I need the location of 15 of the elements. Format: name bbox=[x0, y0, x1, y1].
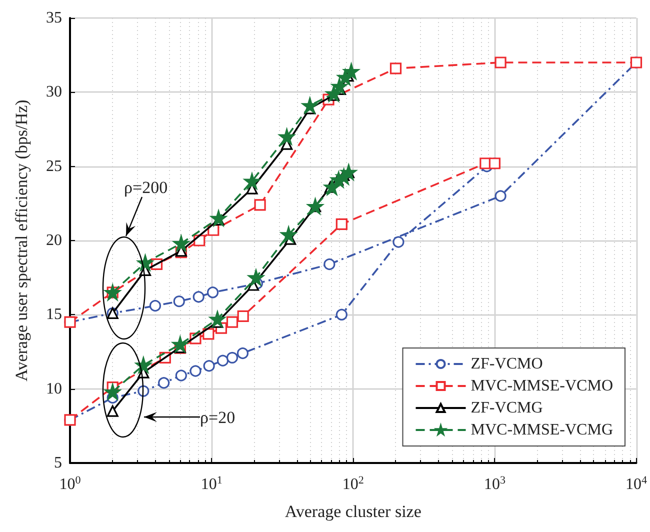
annotation: ρ=200 bbox=[124, 178, 168, 197]
y-tick-label: 30 bbox=[46, 84, 62, 101]
y-tick-label: 20 bbox=[46, 232, 62, 249]
legend-label: MVC-MMSE-VCMG bbox=[470, 422, 614, 438]
y-tick-label: 5 bbox=[54, 454, 62, 472]
y-axis-title: Average user spectral efficiency (bps/Hz) bbox=[12, 100, 31, 382]
y-tick-label: 10 bbox=[46, 380, 62, 398]
y-tick-label: 35 bbox=[46, 10, 62, 26]
x-axis-title: Average cluster size bbox=[284, 502, 422, 521]
annotation: ρ=20 bbox=[200, 408, 236, 427]
y-tick-label: 15 bbox=[46, 306, 62, 324]
legend-label: MVC-MMSE-VCMO bbox=[470, 378, 614, 394]
y-tick-label: 25 bbox=[46, 158, 62, 175]
legend-label: ZF-VCMG bbox=[470, 400, 544, 416]
legend-label: ZF-VCMO bbox=[470, 356, 543, 372]
